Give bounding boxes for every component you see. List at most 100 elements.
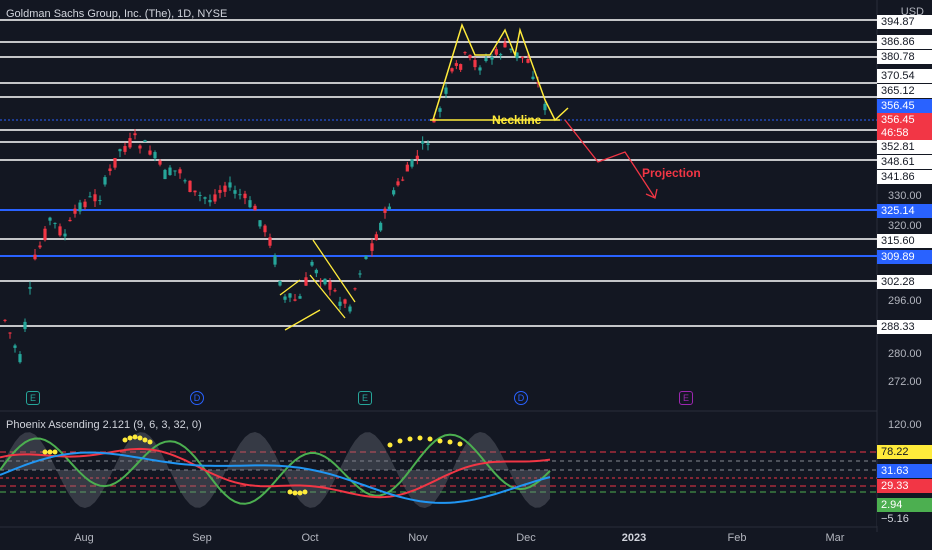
overbought-dot [147, 439, 153, 445]
dividend-marker[interactable]: D [514, 391, 528, 405]
candle-body [223, 185, 227, 192]
candle-body [421, 141, 425, 144]
candle-body [193, 190, 197, 193]
price-level-label: 386.86 [877, 35, 932, 49]
price-level-label: 370.54 [877, 69, 932, 83]
overbought-dot [407, 436, 413, 442]
candle-body [298, 296, 302, 299]
candle-body [123, 146, 127, 152]
candle-body [450, 68, 454, 72]
candle-body [438, 108, 442, 112]
projection-arrow [564, 119, 658, 199]
candle-body [218, 189, 222, 193]
overbought-dot [52, 449, 58, 455]
flag-pattern [279, 239, 356, 331]
overbought-dot [457, 441, 463, 447]
candle-body [43, 228, 47, 241]
candle-body [343, 299, 347, 304]
indicator-pane [0, 432, 877, 508]
indicator-value-label: 29.33 [877, 479, 932, 493]
overbought-dot [47, 449, 53, 455]
candle-body [358, 273, 362, 275]
indicator-value-label: 2.94 [877, 498, 932, 512]
indicator-label[interactable]: Phoenix Ascending 2.121 (9, 6, 3, 32, 0) [6, 419, 202, 431]
candle-body [468, 54, 472, 58]
candle-body [304, 277, 308, 286]
candle-body [463, 52, 467, 54]
candle-body [273, 255, 277, 265]
candle-body [88, 196, 92, 198]
candle-body [503, 42, 507, 48]
earnings-marker[interactable]: E [26, 391, 40, 405]
candle-body [319, 280, 323, 282]
time-label: Dec [516, 532, 536, 544]
candlestick-series [3, 37, 547, 364]
candle-body [113, 157, 117, 168]
overbought-dot [132, 434, 138, 440]
price-level-label: 365.12 [877, 84, 932, 98]
time-label: 2023 [621, 532, 647, 544]
candle-body [48, 217, 52, 221]
candle-body [268, 237, 272, 246]
candle-body [158, 160, 162, 165]
upcoming-earnings-marker[interactable]: E [679, 391, 693, 405]
candle-body [183, 180, 187, 182]
candle-body [98, 200, 102, 202]
candle-body [58, 226, 62, 236]
candle-body [401, 179, 405, 181]
candle-body [248, 200, 252, 208]
overbought-dot [287, 489, 293, 495]
candle-body [543, 103, 547, 111]
candle-body [243, 193, 247, 199]
time-label: Oct [301, 532, 319, 544]
overbought-dot [122, 437, 128, 443]
price-tick: 280.00 [888, 348, 922, 360]
candle-body [310, 261, 314, 266]
overbought-dot [437, 438, 443, 444]
price-level-label: 348.61 [877, 155, 932, 169]
candle-body [426, 143, 430, 145]
candle-body [153, 152, 157, 159]
candle-body [68, 219, 72, 222]
candle-body [536, 82, 540, 84]
indicator-tick: 120.00 [888, 419, 922, 431]
current-price-label: 356.45 [877, 113, 932, 127]
candle-body [118, 149, 122, 152]
candle-body [168, 167, 172, 176]
candle-body [509, 48, 513, 51]
candle-body [353, 288, 357, 290]
candle-body [338, 301, 342, 306]
candle-body [228, 182, 232, 188]
candle-body [494, 49, 498, 55]
candle-body [128, 138, 132, 148]
candle-body [263, 225, 267, 233]
overbought-dot [292, 490, 298, 496]
candle-body [53, 222, 57, 224]
indicator-value-label: −5.16 [877, 512, 932, 526]
price-level-label: 380.78 [877, 50, 932, 64]
candle-body [133, 133, 137, 136]
candle-body [515, 52, 519, 59]
candle-body [83, 201, 87, 208]
price-level-label: 394.87 [877, 15, 932, 29]
candle-body [454, 63, 458, 66]
candle-body [490, 57, 494, 60]
overbought-dot [297, 490, 303, 496]
neckline-label: Neckline [492, 113, 542, 127]
candle-body [293, 299, 297, 301]
candle-body [233, 190, 237, 194]
price-level-label: 356.45 [877, 99, 932, 113]
candle-body [258, 220, 262, 227]
candle-body [163, 169, 167, 180]
candle-body [405, 164, 409, 172]
candle-body [278, 280, 282, 286]
candle-body [444, 87, 448, 94]
candle-body [473, 60, 477, 68]
earnings-marker[interactable]: E [358, 391, 372, 405]
candle-body [520, 56, 525, 59]
indicator-value-label: 78.22 [877, 445, 932, 459]
candle-body [499, 54, 503, 56]
dividend-marker[interactable]: D [190, 391, 204, 405]
overbought-dot [142, 437, 148, 443]
